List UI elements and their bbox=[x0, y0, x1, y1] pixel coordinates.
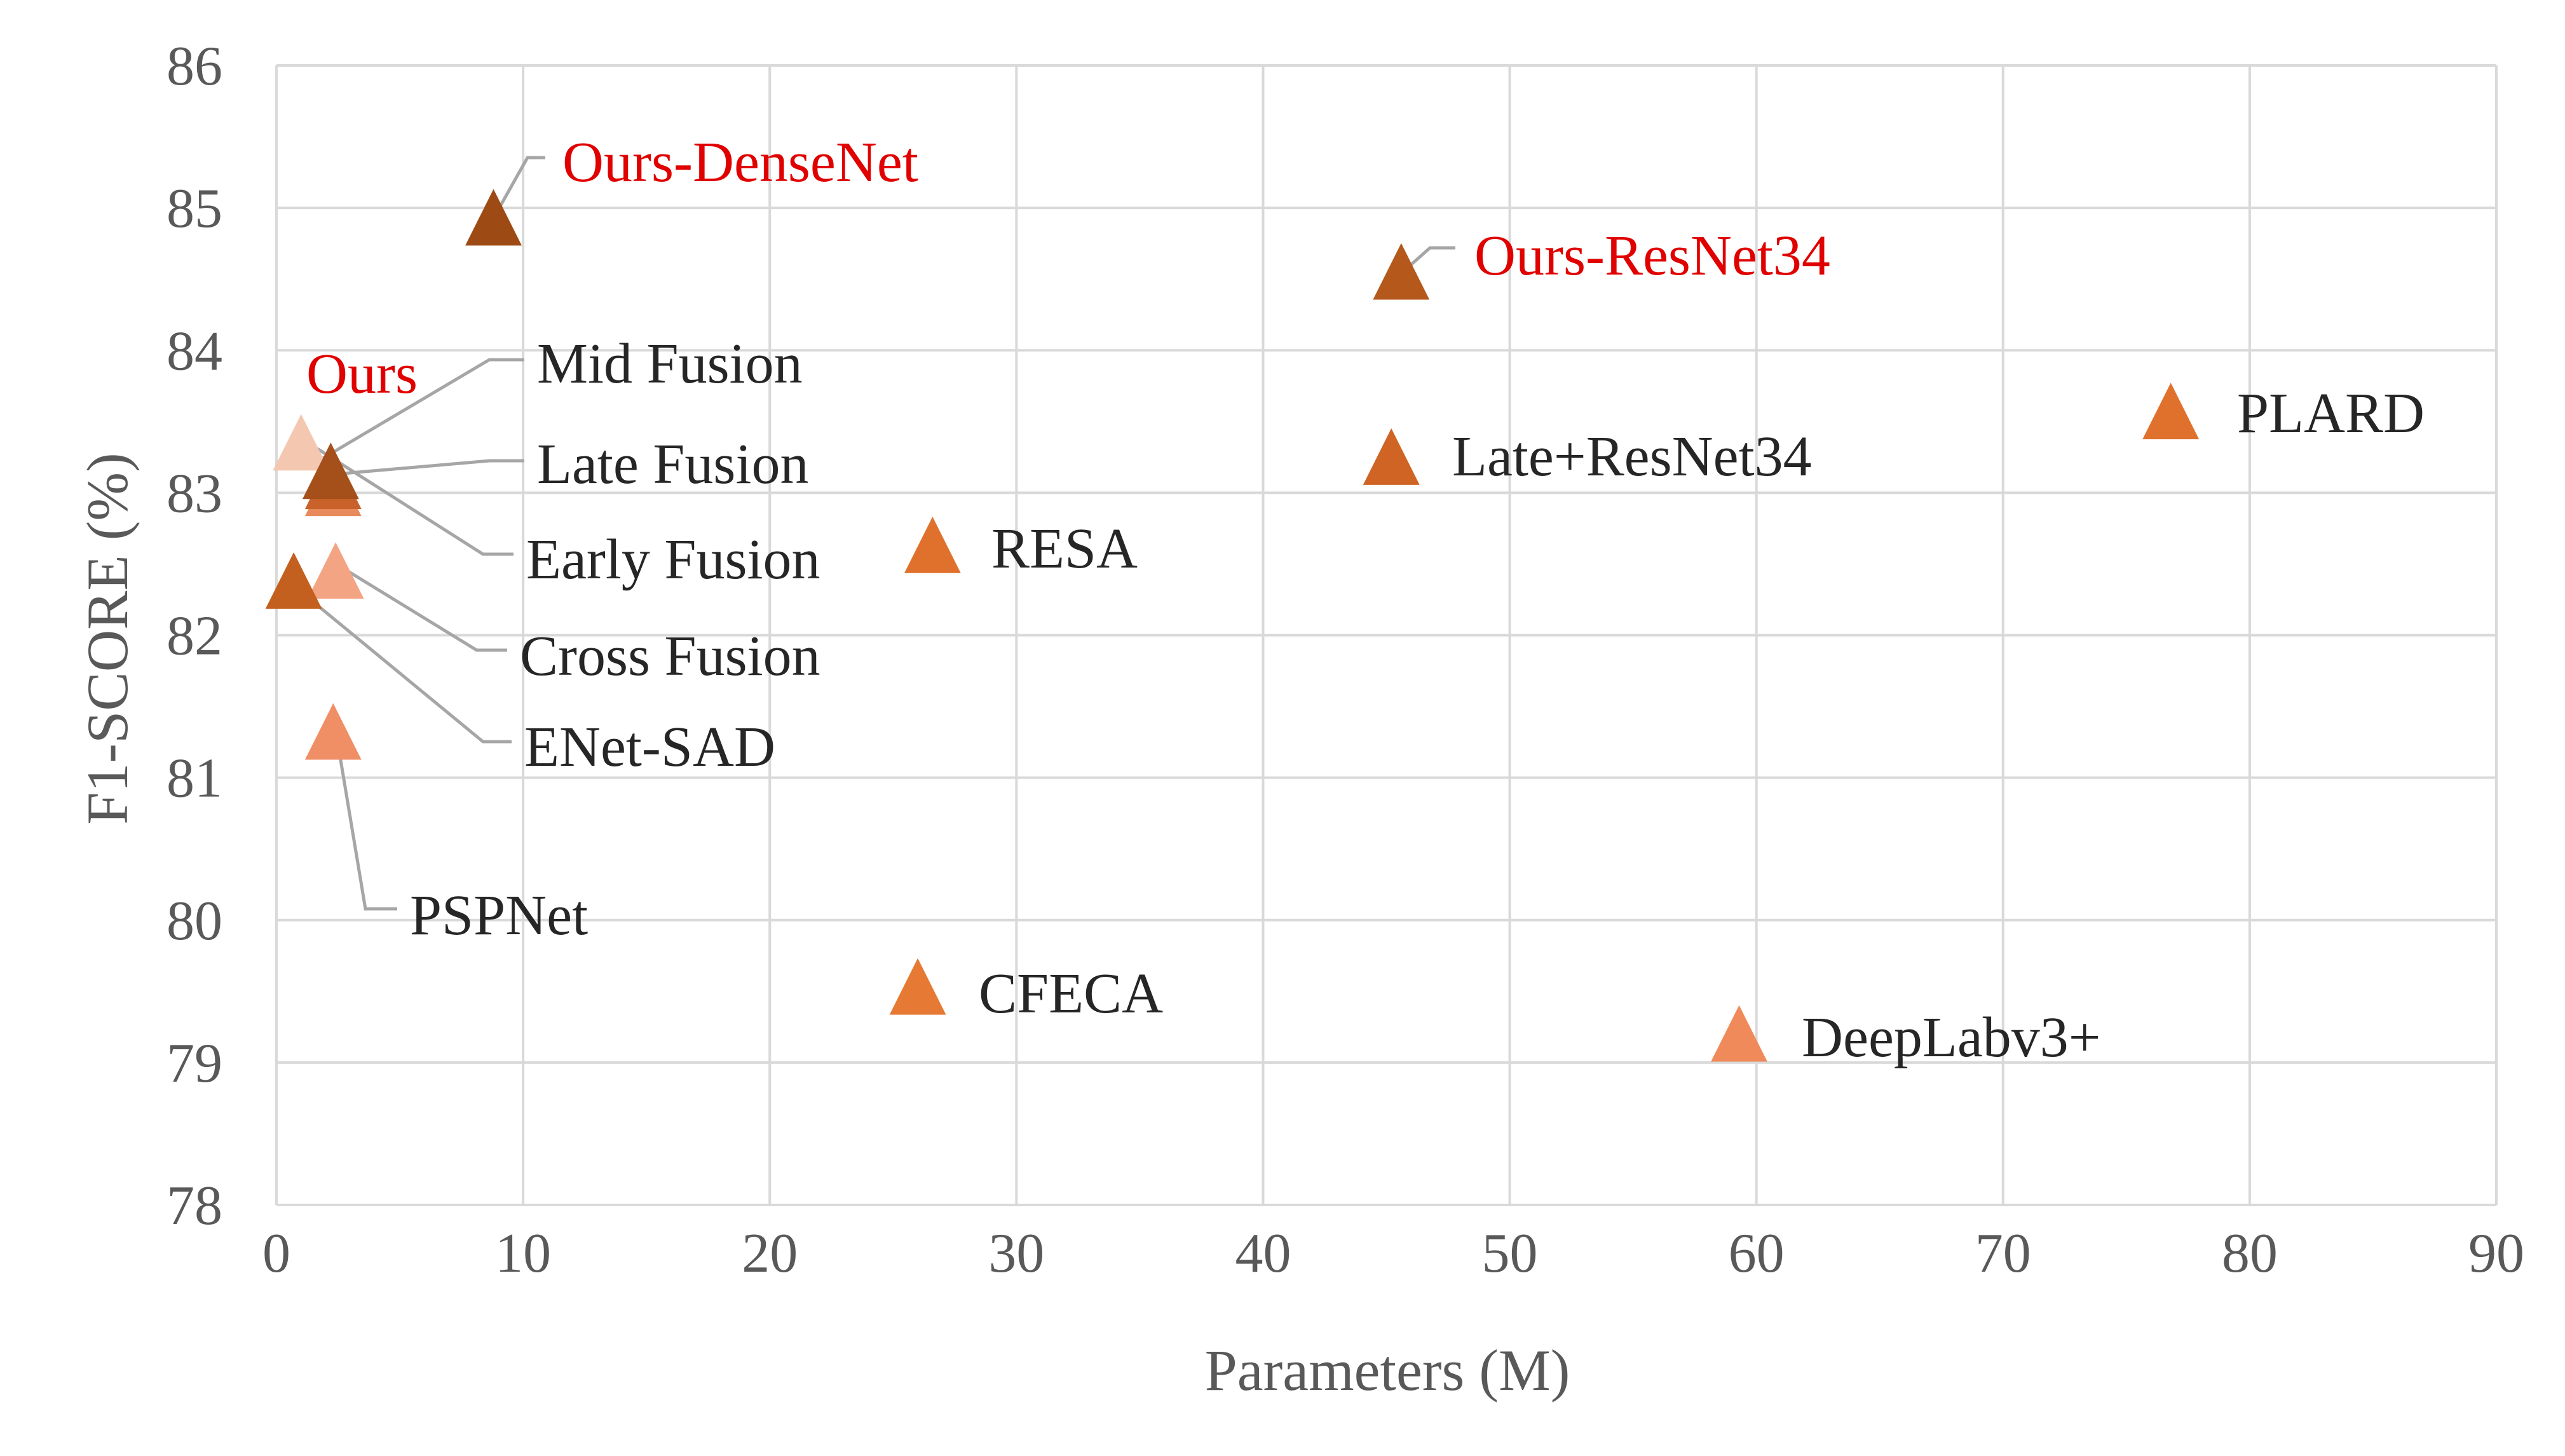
y-tick-label: 85 bbox=[167, 178, 222, 240]
x-tick-label: 60 bbox=[1729, 1223, 1785, 1284]
point-label-ours-densenet: Ours-DenseNet bbox=[562, 131, 918, 194]
leader-early-fusion bbox=[305, 440, 514, 556]
y-axis-ticks: 78 79 80 81 82 83 84 85 86 bbox=[167, 36, 222, 1237]
point-label-ours: Ours bbox=[306, 343, 418, 405]
point-label-plard: PLARD bbox=[2237, 382, 2425, 445]
point-label-cross-fusion: Cross Fusion bbox=[520, 625, 820, 688]
marker-cross-fusion bbox=[307, 542, 364, 599]
x-tick-label: 0 bbox=[262, 1223, 290, 1284]
point-label-deeplabv3: DeepLabv3+ bbox=[1802, 1006, 2101, 1069]
marker-plard bbox=[2142, 383, 2200, 440]
y-tick-label: 79 bbox=[167, 1033, 222, 1094]
point-label-early-fusion: Early Fusion bbox=[526, 528, 820, 591]
x-tick-label: 40 bbox=[1235, 1223, 1291, 1284]
marker-resa bbox=[904, 516, 961, 573]
grid bbox=[275, 64, 2498, 1206]
x-axis-title: Parameters (M) bbox=[1205, 1338, 1570, 1403]
x-tick-label: 70 bbox=[1975, 1223, 2031, 1284]
markers bbox=[265, 189, 2200, 1062]
leader-lines bbox=[291, 156, 1455, 911]
y-tick-label: 84 bbox=[167, 320, 222, 382]
marker-ours-resnet34 bbox=[1373, 243, 1430, 300]
leader-enet-sad bbox=[291, 583, 512, 744]
leader-mid-fusion bbox=[312, 358, 524, 466]
marker-ours-densenet bbox=[465, 189, 522, 246]
x-tick-label: 30 bbox=[988, 1223, 1044, 1284]
x-tick-label: 20 bbox=[742, 1223, 798, 1284]
marker-mid-fusion bbox=[302, 442, 359, 500]
x-tick-label: 10 bbox=[495, 1223, 551, 1284]
x-tick-label: 50 bbox=[1482, 1223, 1538, 1284]
y-tick-label: 80 bbox=[167, 890, 222, 952]
marker-late-resnet34 bbox=[1363, 428, 1420, 485]
y-tick-label: 83 bbox=[167, 463, 222, 524]
y-axis-title: F1-SCORE (%) bbox=[75, 452, 140, 824]
leader-pspnet bbox=[335, 737, 397, 911]
point-labels: Ours Ours-DenseNet Ours-ResNet34 Mid Fusion… bbox=[306, 131, 2425, 1069]
marker-cfeca bbox=[889, 958, 946, 1015]
marker-pspnet bbox=[304, 703, 362, 760]
point-label-mid-fusion: Mid Fusion bbox=[537, 332, 803, 395]
point-label-late-resnet34: Late+ResNet34 bbox=[1452, 425, 1812, 488]
leader-cross-fusion bbox=[332, 561, 507, 652]
point-label-pspnet: PSPNet bbox=[410, 884, 588, 947]
leader-ours-densenet bbox=[494, 156, 545, 215]
y-tick-label: 82 bbox=[167, 606, 222, 667]
x-axis-ticks: 0 10 20 30 40 50 60 70 80 90 bbox=[262, 1223, 2524, 1284]
y-tick-label: 81 bbox=[167, 748, 222, 810]
y-tick-label: 86 bbox=[167, 36, 222, 97]
x-tick-label: 80 bbox=[2222, 1223, 2278, 1284]
point-label-ours-resnet34: Ours-ResNet34 bbox=[1474, 224, 1830, 287]
point-label-resa: RESA bbox=[991, 517, 1138, 580]
point-label-enet-sad: ENet-SAD bbox=[524, 716, 775, 779]
y-tick-label: 78 bbox=[167, 1175, 222, 1237]
point-label-late-fusion: Late Fusion bbox=[537, 433, 808, 496]
marker-deeplabv3 bbox=[1711, 1005, 1767, 1062]
x-tick-label: 90 bbox=[2468, 1223, 2524, 1284]
point-label-cfeca: CFECA bbox=[979, 962, 1163, 1025]
marker-ours bbox=[273, 414, 330, 471]
marker-enet-sad bbox=[265, 552, 322, 609]
leader-late-fusion bbox=[343, 459, 524, 475]
